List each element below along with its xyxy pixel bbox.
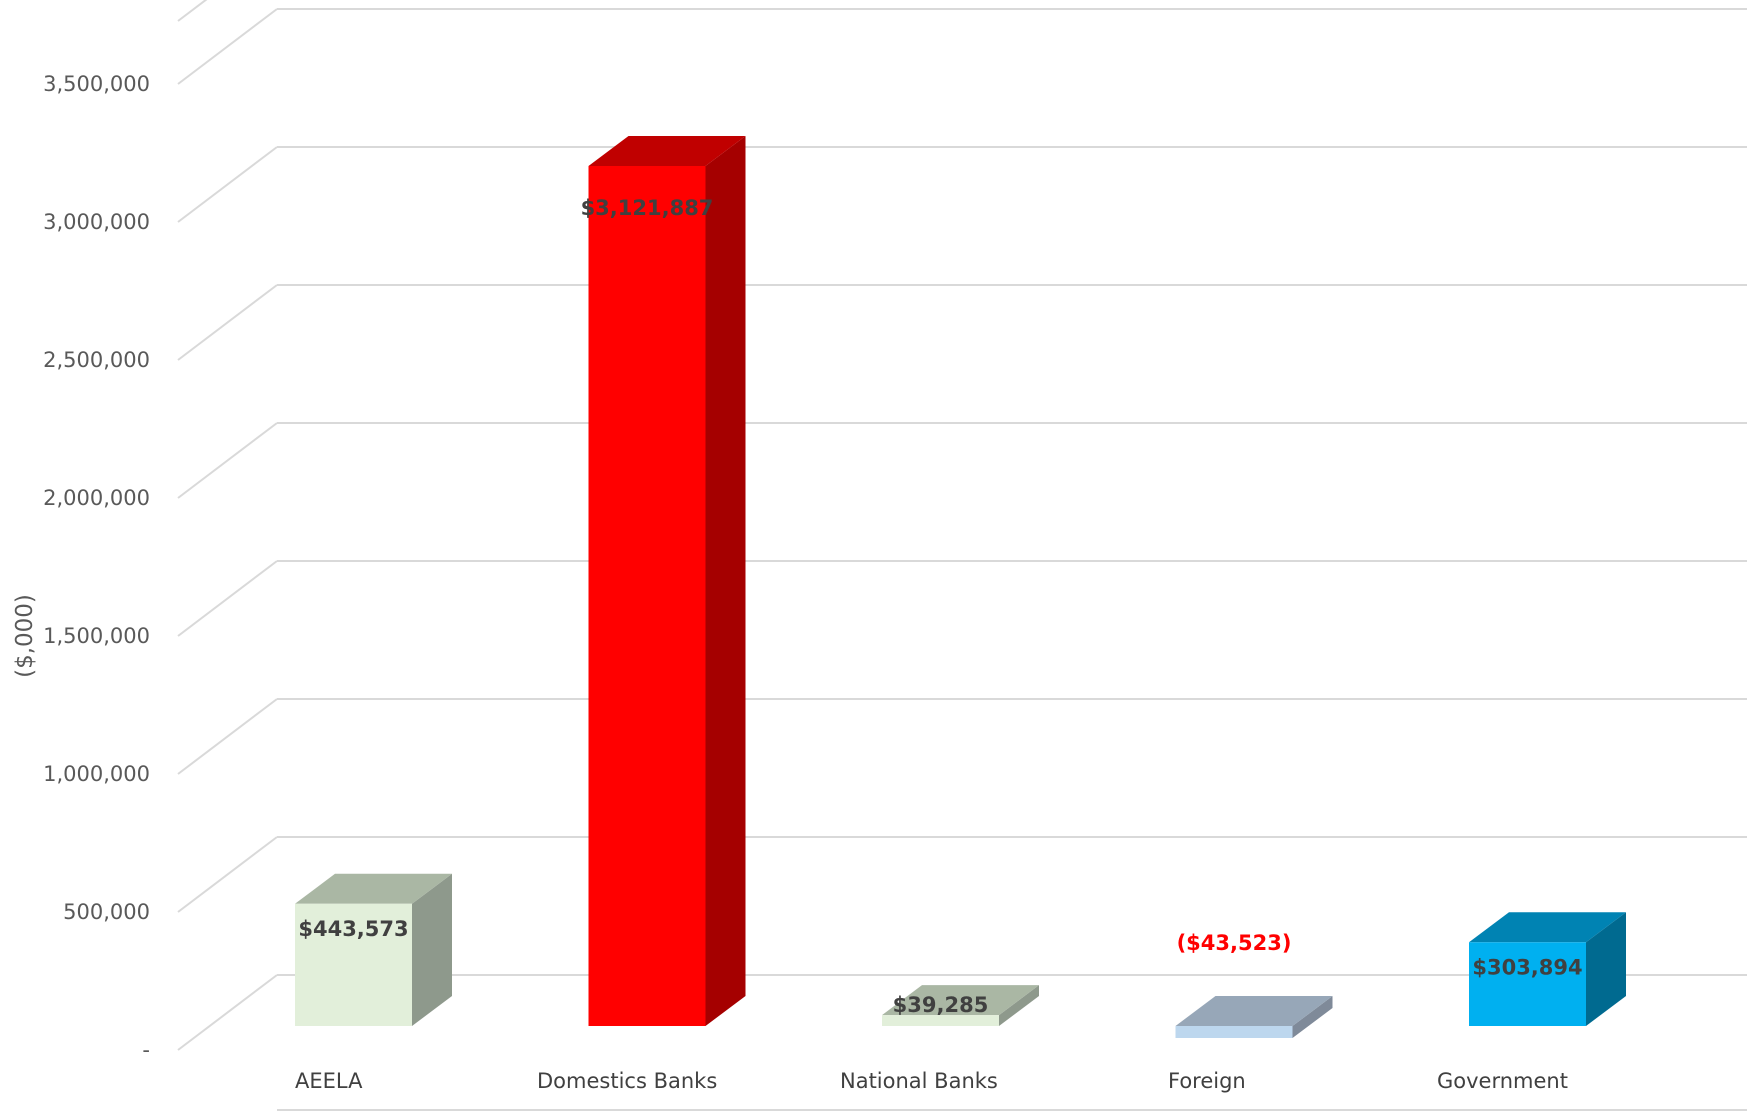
y-tick-label: 1,500,000	[43, 624, 150, 648]
bar-side	[705, 136, 746, 1026]
bar-side	[1586, 912, 1626, 1026]
bar-aeela	[295, 873, 452, 1026]
y-tick-label: -	[142, 1038, 150, 1062]
bar-national-banks	[882, 985, 1039, 1026]
bar-front	[588, 166, 706, 1026]
data-label: $3,121,887	[581, 196, 714, 220]
y-tick-label: 2,000,000	[43, 486, 150, 510]
y-tick-label: 500,000	[63, 900, 150, 924]
bar-domestics-banks	[588, 136, 746, 1026]
gridline-diagonal	[177, 0, 208, 22]
y-axis-title: ($,000)	[12, 594, 38, 678]
y-tick-label: 3,500,000	[43, 72, 150, 96]
bar-top	[295, 873, 452, 904]
gridlines	[177, 0, 1747, 1111]
bar-side	[412, 873, 452, 1026]
y-tick-label: 3,000,000	[43, 210, 150, 234]
gridline-diagonal	[177, 836, 278, 913]
bar-government	[1469, 912, 1626, 1026]
bar-top	[588, 136, 746, 166]
bar-foreign	[1175, 996, 1333, 1038]
y-tick-label: 2,500,000	[43, 348, 150, 372]
gridline-diagonal	[177, 422, 278, 499]
x-category-label: National Banks	[840, 1069, 998, 1093]
bar-front	[295, 903, 412, 1026]
x-category-label: Domestics Banks	[537, 1069, 717, 1093]
x-axis-categories: AEELA Domestics Banks National Banks Foreig…	[295, 1069, 1568, 1093]
x-category-label: Foreign	[1168, 1069, 1246, 1093]
bars	[295, 136, 1626, 1038]
bar-side	[999, 985, 1039, 1026]
data-labels: $443,573 $3,121,887 $39,285 ($43,523) $303,8…	[298, 196, 1582, 1017]
data-label: $443,573	[298, 917, 408, 941]
bar-front	[1175, 1026, 1293, 1038]
data-label: ($43,523)	[1177, 931, 1292, 955]
bar-top	[1469, 912, 1626, 943]
bar-top	[1175, 996, 1333, 1026]
y-axis-ticks: - 500,000 1,000,000 1,500,000 2,000,000 2,500…	[43, 72, 150, 1062]
bar-side	[1292, 996, 1333, 1038]
data-label: $303,894	[1472, 955, 1582, 979]
x-category-label: Government	[1437, 1069, 1568, 1093]
gridline-diagonal	[177, 560, 278, 637]
gridline-diagonal	[177, 146, 278, 223]
bar-front	[1469, 942, 1586, 1026]
gridline-diagonal	[177, 974, 278, 1051]
bar-top	[882, 985, 1039, 1016]
gridline-diagonal	[177, 698, 278, 775]
bar-front	[882, 1015, 999, 1026]
data-label: $39,285	[893, 993, 989, 1017]
gridline-diagonal	[177, 284, 278, 361]
x-category-label: AEELA	[295, 1069, 363, 1093]
y-tick-label: 1,000,000	[43, 762, 150, 786]
gridline-diagonal	[177, 8, 278, 85]
